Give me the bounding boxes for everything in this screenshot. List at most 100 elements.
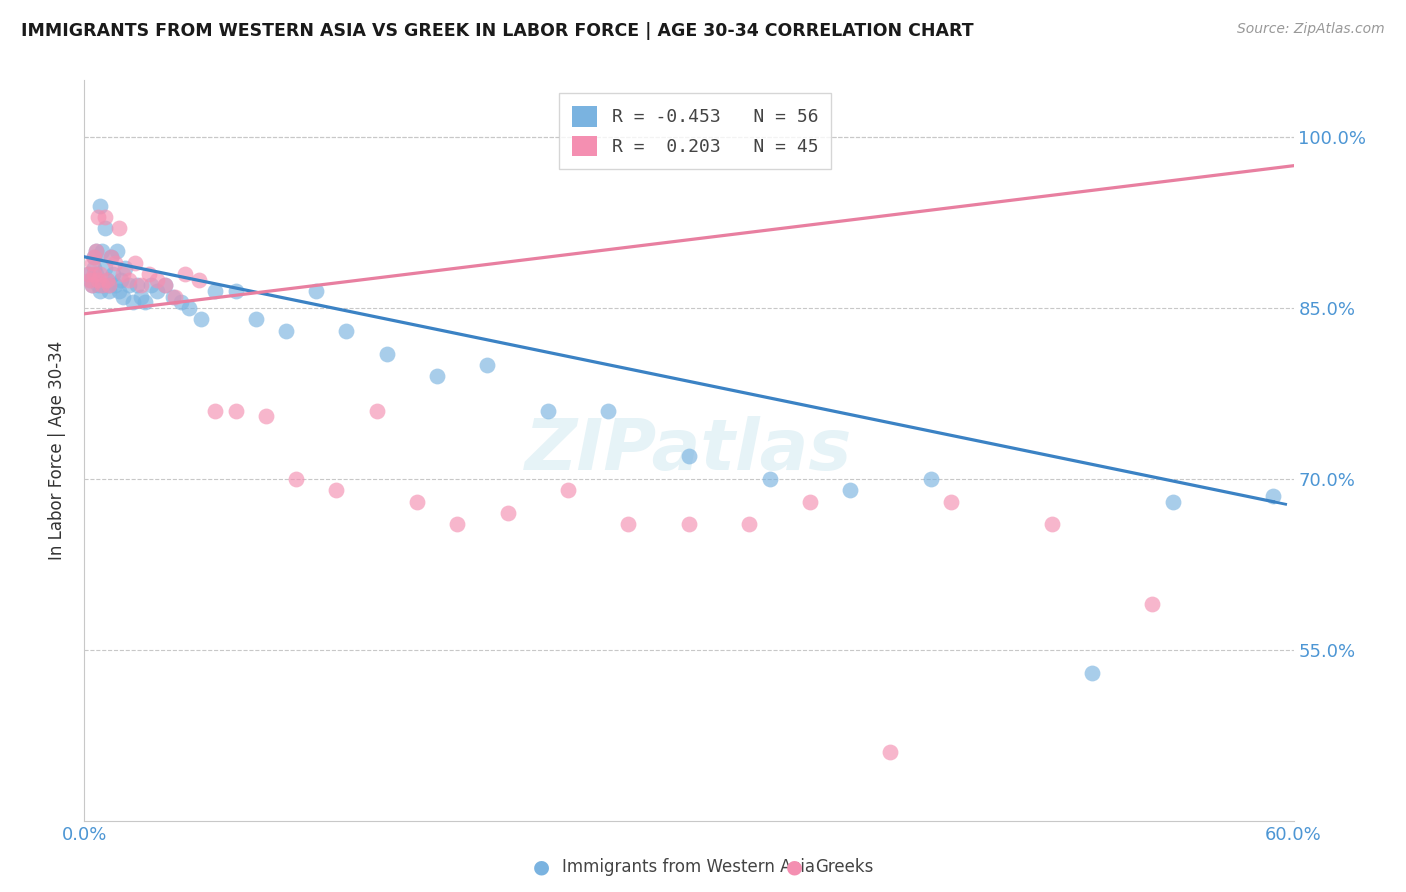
Point: [537, 403, 560, 417]
Point: [426, 369, 449, 384]
Point: [617, 517, 640, 532]
Point: [305, 284, 328, 298]
Point: [111, 267, 134, 281]
Text: ●: ●: [533, 857, 550, 877]
Point: [87, 210, 110, 224]
Point: [96, 272, 118, 286]
Point: [146, 272, 169, 286]
Point: [375, 346, 398, 360]
Point: [100, 250, 122, 264]
Point: [93, 210, 115, 224]
Y-axis label: In Labor Force | Age 30-34: In Labor Force | Age 30-34: [48, 341, 66, 560]
Point: [86, 244, 108, 259]
Point: [188, 272, 211, 286]
Point: [97, 278, 120, 293]
Point: [125, 278, 148, 293]
Point: [77, 267, 100, 281]
Point: [190, 312, 212, 326]
Point: [91, 278, 114, 293]
Point: [1263, 489, 1285, 503]
Point: [107, 221, 129, 235]
Point: [83, 250, 105, 264]
Point: [325, 483, 347, 498]
Point: [104, 255, 127, 269]
Point: [920, 472, 942, 486]
Point: [93, 261, 115, 276]
Point: [939, 494, 962, 508]
Point: [879, 745, 901, 759]
Text: Source: ZipAtlas.com: Source: ZipAtlas.com: [1237, 22, 1385, 37]
Point: [170, 295, 193, 310]
Point: [678, 449, 700, 463]
Point: [446, 517, 468, 532]
Point: [1081, 665, 1104, 680]
Point: [82, 278, 104, 293]
Point: [89, 284, 111, 298]
Legend: R = -0.453   N = 56, R =  0.203   N = 45: R = -0.453 N = 56, R = 0.203 N = 45: [560, 93, 831, 169]
Point: [245, 312, 267, 326]
Point: [96, 272, 118, 286]
Point: [477, 358, 499, 372]
Point: [274, 324, 297, 338]
Point: [162, 290, 184, 304]
Point: [165, 290, 187, 304]
Point: [87, 272, 110, 286]
Point: [97, 278, 120, 293]
Point: [104, 278, 127, 293]
Point: [839, 483, 862, 498]
Point: [124, 255, 146, 269]
Point: [114, 261, 136, 276]
Point: [83, 250, 105, 264]
Point: [134, 295, 156, 310]
Point: [118, 278, 141, 293]
Point: [557, 483, 579, 498]
Point: [204, 403, 226, 417]
Point: [87, 278, 110, 293]
Point: [79, 272, 101, 286]
Point: [146, 284, 169, 298]
Text: ZIPatlas: ZIPatlas: [526, 416, 852, 485]
Point: [598, 403, 620, 417]
Point: [101, 267, 124, 281]
Point: [139, 278, 162, 293]
Point: [82, 255, 104, 269]
Point: [91, 278, 114, 293]
Point: [225, 403, 247, 417]
Point: [110, 272, 132, 286]
Point: [496, 506, 519, 520]
Point: [366, 403, 388, 417]
Point: [153, 278, 176, 293]
Point: [738, 517, 761, 532]
Point: [678, 517, 700, 532]
Point: [87, 272, 110, 286]
Point: [225, 284, 247, 298]
Point: [89, 267, 111, 281]
Point: [107, 284, 129, 298]
Point: [86, 267, 108, 281]
Point: [204, 284, 226, 298]
Point: [179, 301, 201, 315]
Point: [77, 267, 100, 281]
Point: [138, 267, 160, 281]
Point: [1142, 597, 1164, 611]
Point: [799, 494, 821, 508]
Point: [105, 244, 128, 259]
Point: [100, 250, 122, 264]
Point: [83, 267, 105, 281]
Point: [93, 221, 115, 235]
Point: [121, 295, 143, 310]
Point: [129, 290, 152, 304]
Point: [254, 409, 277, 424]
Point: [1040, 517, 1063, 532]
Point: [1161, 494, 1184, 508]
Point: [79, 272, 101, 286]
Point: [174, 267, 197, 281]
Point: [97, 284, 120, 298]
Point: [82, 278, 104, 293]
Point: [111, 290, 134, 304]
Point: [335, 324, 357, 338]
Point: [758, 472, 780, 486]
Point: [83, 261, 105, 276]
Point: [406, 494, 429, 508]
Text: Immigrants from Western Asia: Immigrants from Western Asia: [562, 858, 815, 876]
